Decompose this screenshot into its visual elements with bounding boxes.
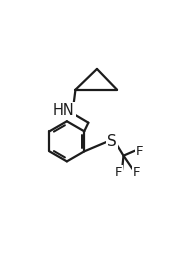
Text: S: S <box>107 134 117 149</box>
Text: HN: HN <box>53 103 75 118</box>
Text: F: F <box>115 166 122 179</box>
Text: F: F <box>135 145 143 158</box>
Text: F: F <box>133 166 140 179</box>
